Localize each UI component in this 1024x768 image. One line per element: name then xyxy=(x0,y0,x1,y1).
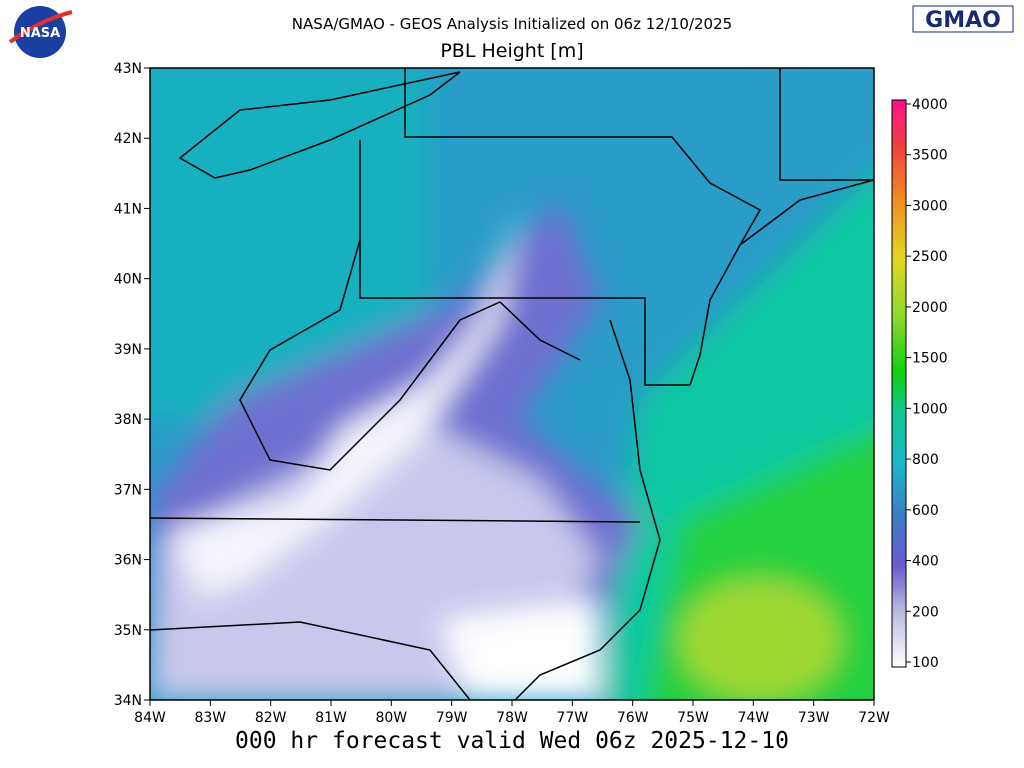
lat-label: 42N xyxy=(114,131,142,147)
lat-label: 43N xyxy=(114,61,142,77)
colorbar-label: 400 xyxy=(912,554,939,570)
lon-label: 80W xyxy=(375,710,407,726)
colorbar xyxy=(891,99,907,668)
lat-label: 37N xyxy=(114,482,142,498)
lon-label: 72W xyxy=(858,710,890,726)
nasa-swoosh xyxy=(8,10,73,44)
colorbar-label: 3500 xyxy=(912,148,948,164)
gmao-logo xyxy=(912,5,1014,33)
lon-label: 73W xyxy=(798,710,830,726)
lat-label: 41N xyxy=(114,201,142,217)
lat-label: 38N xyxy=(114,412,142,428)
colorbar-label: 2000 xyxy=(912,300,948,316)
lat-label: 36N xyxy=(114,553,142,569)
lat-label: 35N xyxy=(114,623,142,639)
nasa-text: NASA xyxy=(20,26,60,41)
lon-label: 74W xyxy=(737,710,769,726)
lon-label: 78W xyxy=(496,710,528,726)
colorbar-label: 100 xyxy=(912,655,939,671)
lon-label: 82W xyxy=(255,710,287,726)
lon-label: 83W xyxy=(194,710,226,726)
colorbar-label: 200 xyxy=(912,604,939,620)
title-line2: PBL Height [m] xyxy=(440,40,583,62)
pbl-field xyxy=(150,68,874,700)
lat-label: 39N xyxy=(114,342,142,358)
lat-label: 40N xyxy=(114,272,142,288)
footer-text: 000 hr forecast valid Wed 06z 2025-12-10 xyxy=(235,728,789,754)
lon-label: 75W xyxy=(677,710,709,726)
gmao-text: GMAO xyxy=(925,8,1001,33)
colorbar-label: 1500 xyxy=(912,351,948,367)
lat-label: 34N xyxy=(114,693,142,709)
lon-label: 84W xyxy=(134,710,166,726)
lon-label: 76W xyxy=(617,710,649,726)
colorbar-label: 800 xyxy=(912,452,939,468)
lon-label: 77W xyxy=(556,710,588,726)
lon-label: 79W xyxy=(436,710,468,726)
title-line1: NASA/GMAO - GEOS Analysis Initialized on… xyxy=(292,15,732,33)
lon-label: 81W xyxy=(315,710,347,726)
colorbar-label: 4000 xyxy=(912,97,948,113)
colorbar-label: 1000 xyxy=(912,401,948,417)
colorbar-label: 600 xyxy=(912,503,939,519)
colorbar-label: 2500 xyxy=(912,249,948,265)
colorbar-label: 3000 xyxy=(912,198,948,214)
